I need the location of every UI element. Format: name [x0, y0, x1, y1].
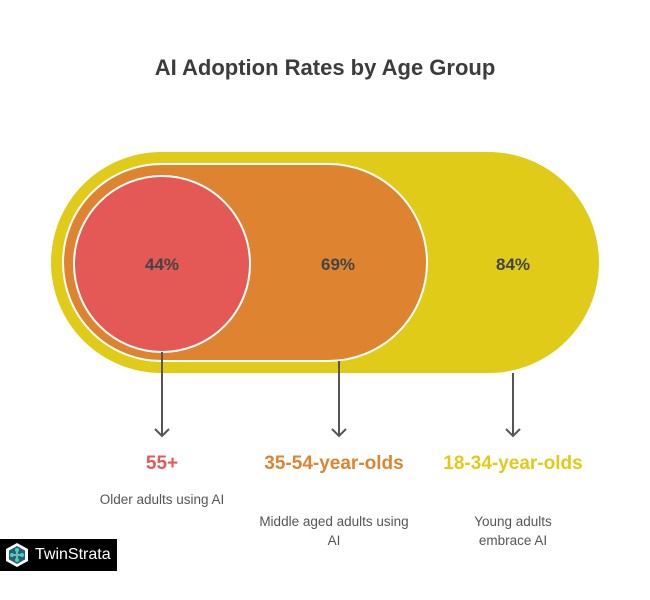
desc-young: Young adults embrace AI — [474, 514, 552, 548]
arrow-older — [154, 352, 170, 438]
arrow-young — [505, 373, 521, 438]
logo-text: TwinStrata — [35, 546, 111, 563]
value-older: 44% — [145, 255, 179, 274]
value-middle: 69% — [321, 255, 355, 274]
page-title: AI Adoption Rates by Age Group — [154, 55, 496, 80]
value-young: 84% — [496, 255, 530, 274]
label-middle: 35-54-year-olds — [264, 453, 404, 474]
network-hex-icon — [6, 543, 28, 567]
label-young: 18-34-year-olds — [443, 453, 583, 474]
arrow-middle — [331, 361, 347, 438]
logo: TwinStrata — [0, 539, 117, 571]
desc-older: Older adults using AI — [99, 492, 225, 507]
desc-middle: Middle aged adults using AI — [259, 514, 409, 548]
label-older: 55+ — [145, 453, 179, 474]
